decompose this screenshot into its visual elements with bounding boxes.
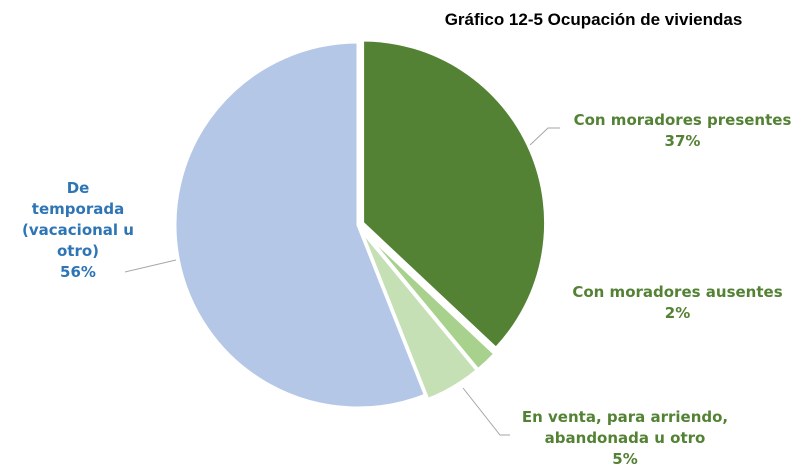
- value-label: 56%: [60, 263, 96, 281]
- leader-line: [124, 259, 177, 273]
- data-label: De temporada (vacacional u otro) 56%: [18, 178, 138, 283]
- value-label: 37%: [664, 132, 701, 150]
- data-label: En venta, para arriendo, abandonada u ot…: [510, 407, 740, 470]
- leader-line: [529, 127, 560, 146]
- slices: [173, 38, 548, 410]
- value-label: 5%: [612, 450, 638, 468]
- leader-line: [462, 387, 510, 436]
- category-label: De temporada (vacacional u otro): [22, 179, 134, 260]
- category-label: Con moradores ausentes: [572, 283, 783, 301]
- pie-slice: [359, 228, 480, 402]
- pie-slice: [361, 38, 548, 351]
- category-label: En venta, para arriendo, abandonada u ot…: [521, 408, 729, 447]
- category-label: Con moradores presentes: [573, 111, 792, 129]
- chart-title: Gráfico 12-5 Ocupación de viviendas: [444, 10, 743, 29]
- value-label: 2%: [664, 304, 691, 322]
- data-label: Con moradores ausentes 2%: [555, 282, 800, 324]
- pie-slice: [173, 40, 428, 410]
- data-label: Con moradores presentes 37%: [560, 110, 805, 152]
